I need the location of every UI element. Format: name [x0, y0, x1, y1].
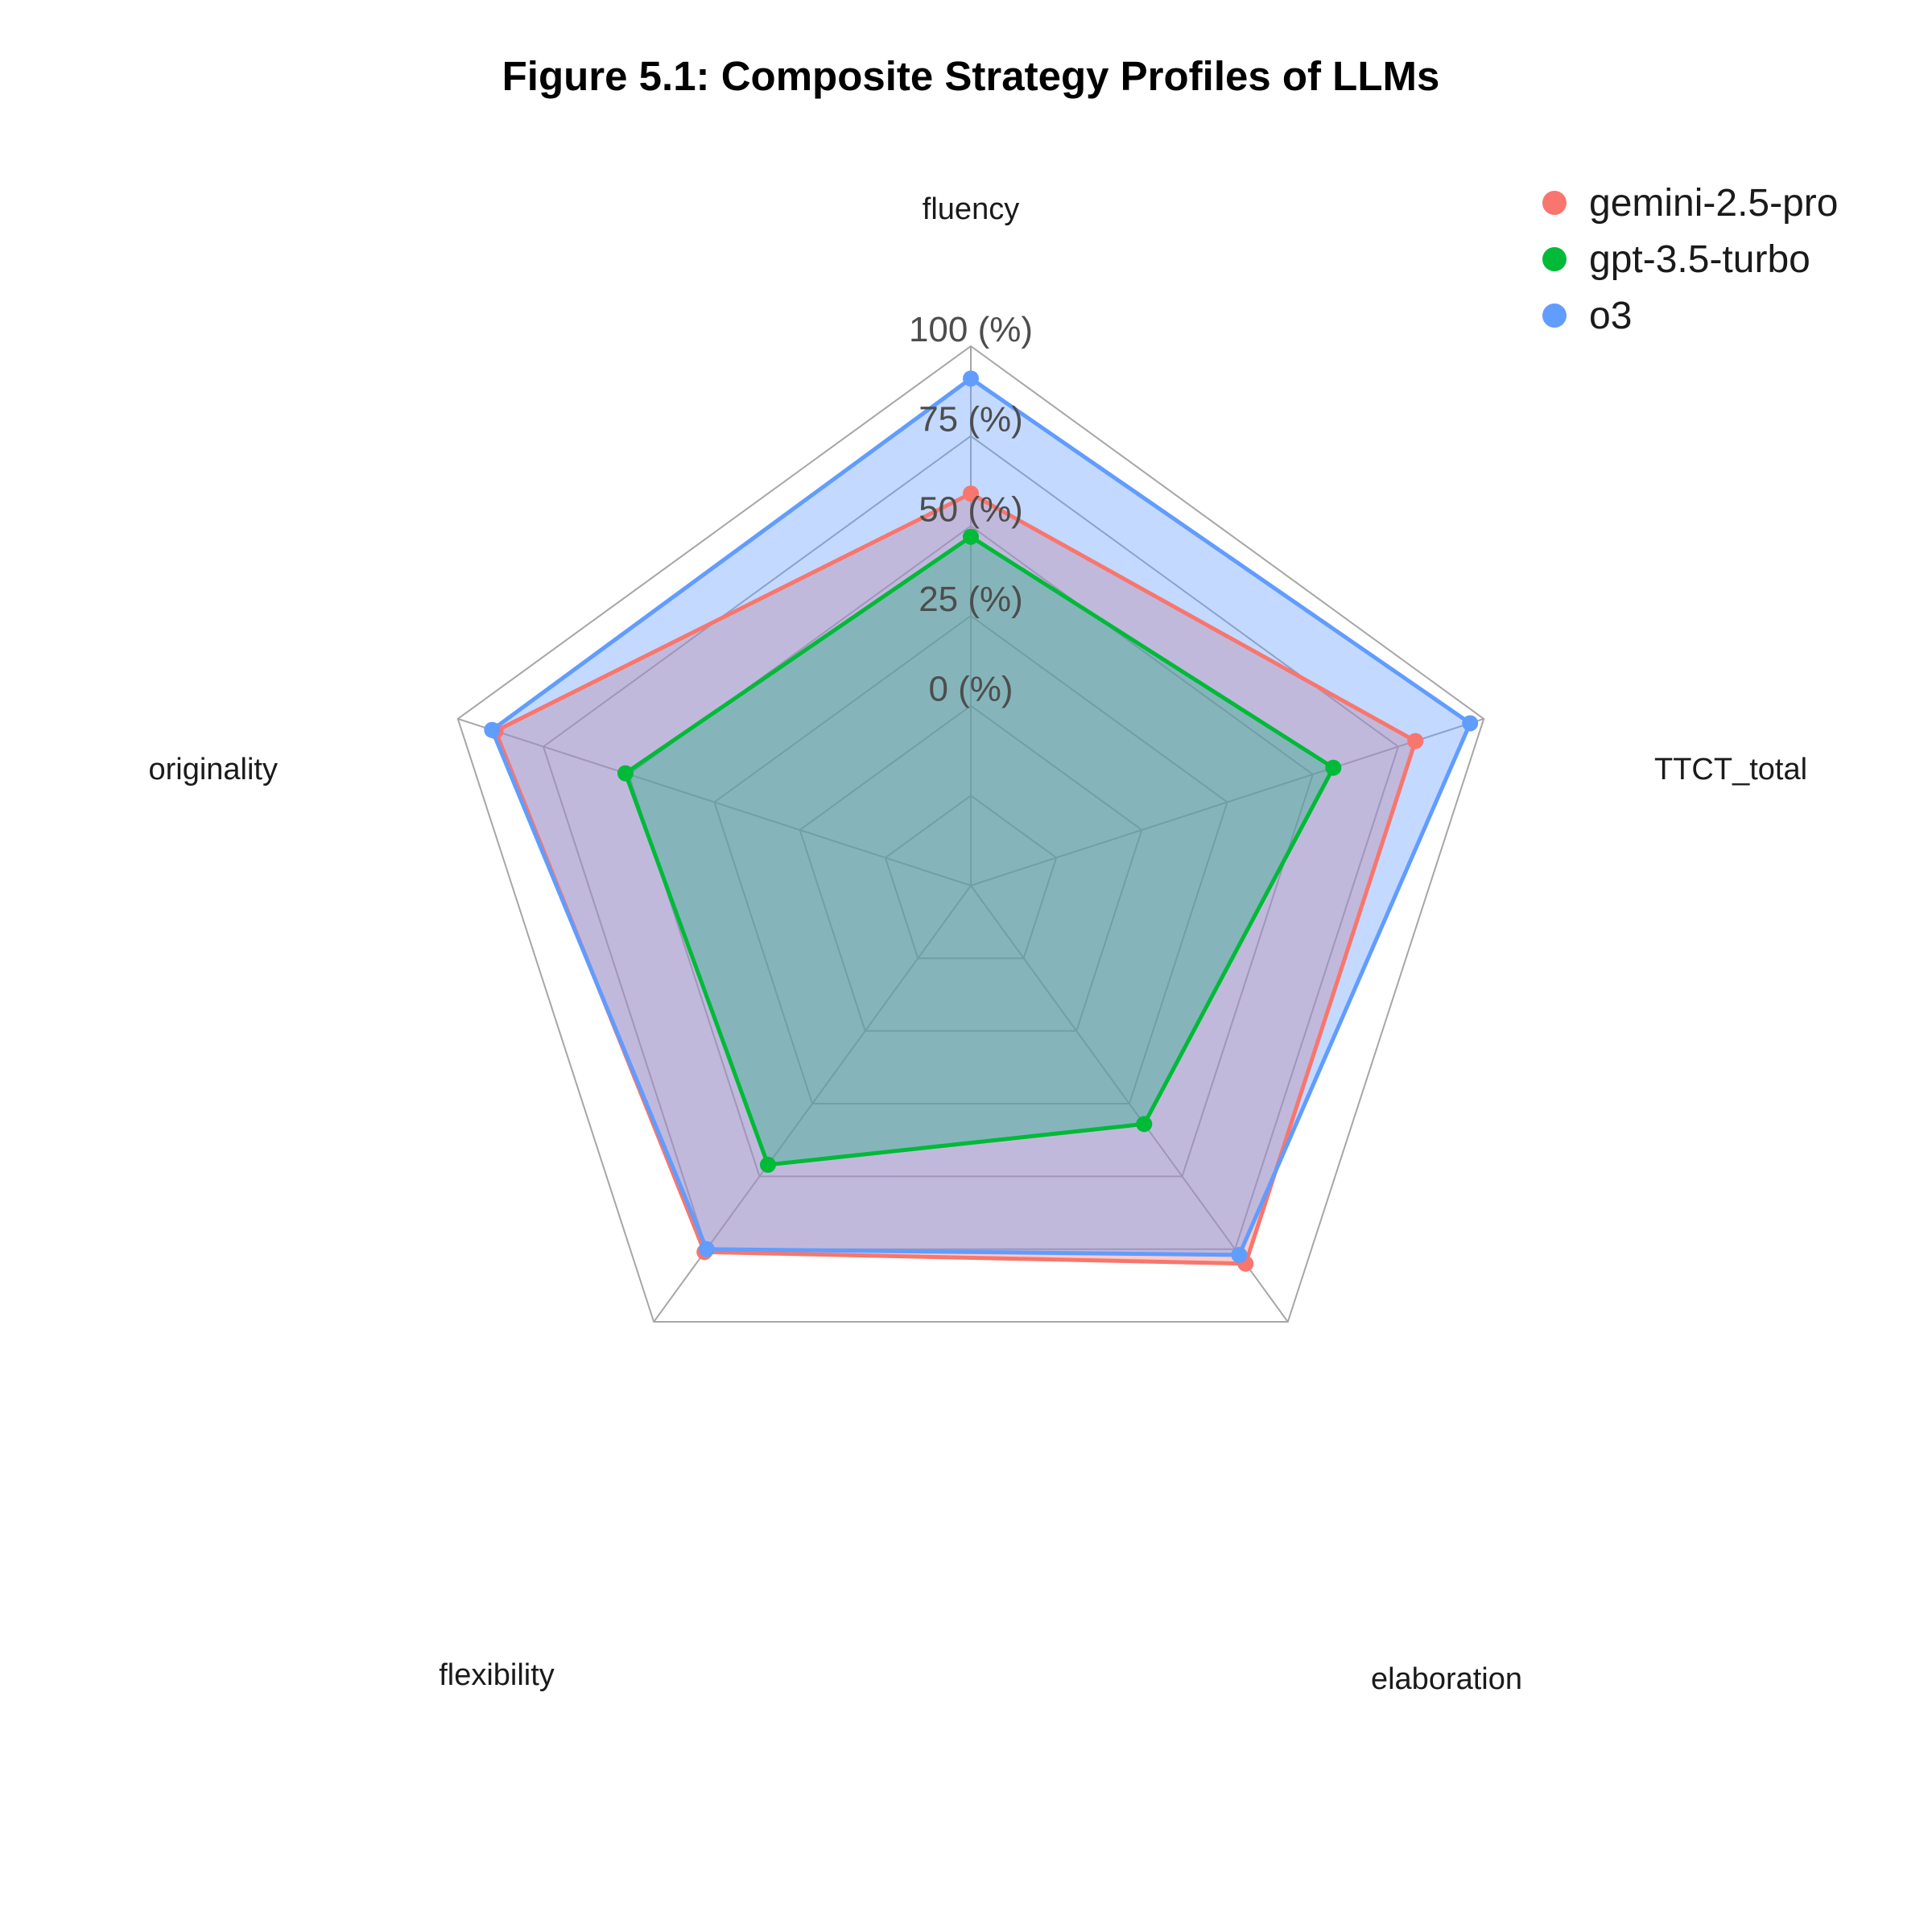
- legend: gemini-2.5-pro gpt-3.5-turbo o3: [1542, 182, 1838, 337]
- legend-label-0: gemini-2.5-pro: [1589, 182, 1838, 225]
- data-point-2-1: [1462, 715, 1479, 732]
- data-point-2-2: [1231, 1246, 1248, 1263]
- legend-label-2: o3: [1589, 295, 1632, 337]
- data-point-2-0: [963, 370, 979, 387]
- axis-label-originality: originality: [148, 753, 278, 786]
- data-point-1-0: [963, 528, 979, 545]
- data-point-2-3: [698, 1241, 715, 1257]
- tick-label-3: 75 (%): [919, 400, 1023, 440]
- grid-ring-1: [884, 795, 1058, 960]
- spoke-ttct-total: [970, 718, 1484, 886]
- data-point-0-1: [1407, 733, 1424, 749]
- grid-ring-6: [456, 345, 1485, 1323]
- series-line-2: [489, 376, 1472, 1257]
- legend-marker-1: [1542, 247, 1567, 271]
- tick-labels: 0 (%) 25 (%) 50 (%) 75 (%) 100 (%): [909, 310, 1033, 709]
- spoke-originality: [457, 718, 972, 886]
- data-point-1-3: [759, 1156, 776, 1173]
- series-line-1: [623, 535, 1335, 1167]
- grid-ring-2: [799, 704, 1143, 1032]
- series-area-2: [492, 378, 1471, 1255]
- data-point-1-2: [1136, 1116, 1153, 1133]
- series-line-0: [493, 491, 1418, 1266]
- tick-label-4: 100 (%): [909, 310, 1033, 349]
- chart-title: Figure 5.1: Composite Strategy Profiles …: [502, 53, 1440, 99]
- series-area-0: [495, 493, 1416, 1264]
- grid-ring-3: [713, 614, 1228, 1105]
- axis-label-flexibility: flexibility: [439, 1658, 555, 1692]
- tick-label-0: 0 (%): [928, 670, 1013, 709]
- legend-marker-0: [1542, 191, 1567, 215]
- axis-label-fluency: fluency: [923, 192, 1019, 226]
- legend-marker-2: [1542, 303, 1567, 328]
- axis-labels: fluency TTCT_total elaboration flexibility o…: [148, 192, 1807, 1696]
- data-point-0-0: [963, 485, 979, 502]
- series-layer: [484, 370, 1479, 1272]
- data-point-1-4: [617, 765, 634, 782]
- tick-label-2: 50 (%): [919, 489, 1023, 529]
- series-area-1: [625, 536, 1334, 1165]
- legend-label-1: gpt-3.5-turbo: [1589, 238, 1810, 281]
- grid-ring-5: [542, 435, 1400, 1250]
- data-point-1-1: [1325, 759, 1342, 776]
- data-point-2-4: [484, 721, 501, 738]
- tick-label-1: 25 (%): [919, 580, 1023, 619]
- axis-label-ttct-total: TTCT_total: [1654, 753, 1807, 786]
- axis-label-elaboration: elaboration: [1371, 1662, 1522, 1696]
